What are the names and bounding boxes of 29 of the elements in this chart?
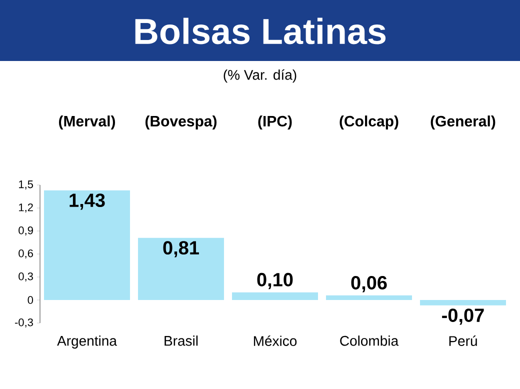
bar: [326, 295, 412, 300]
text: (Merval): [58, 115, 116, 130]
x-tick-label: México: [254, 336, 297, 346]
data-label: -0,07: [442, 308, 484, 325]
text: (General): [430, 115, 496, 130]
y-tick-label: 0,6: [18, 249, 33, 259]
chart-title: Bolsas Latinas: [135, 18, 386, 44]
data-label: 0,10: [257, 272, 293, 290]
bar: [44, 190, 130, 300]
text: (Colcap): [340, 115, 398, 130]
chart-subtitle: (% Var. día): [224, 69, 296, 83]
y-tick-label: 1,2: [19, 203, 33, 213]
y-tick-label: -0,3: [15, 318, 33, 328]
y-tick-label: 0,9: [18, 226, 33, 236]
text: (IPC): [258, 115, 292, 130]
x-tick-label: Perú: [449, 336, 477, 346]
data-label: 0,81: [163, 241, 199, 258]
y-tick-label: 1,5: [19, 180, 33, 190]
data-label: 1,43: [70, 194, 105, 210]
data-label: 0,06: [351, 276, 387, 292]
bar: [420, 300, 506, 306]
y-tick-label: 0: [28, 296, 34, 304]
bar: [232, 292, 318, 300]
bar: [138, 238, 224, 300]
x-tick-label: Argentina: [57, 336, 117, 349]
x-tick-label: Brasil: [164, 336, 198, 346]
x-tick-label: Colombia: [340, 336, 399, 346]
text: (Bovespa): [145, 115, 217, 130]
y-tick-label: 0,3: [18, 272, 33, 282]
